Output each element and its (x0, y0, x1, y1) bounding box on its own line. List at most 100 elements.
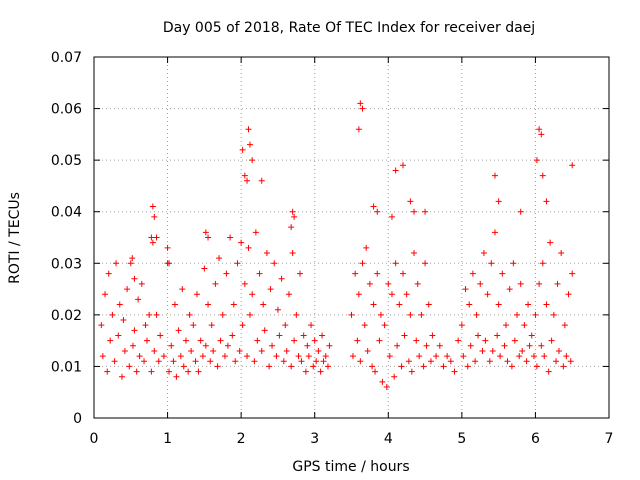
data-point (157, 332, 164, 339)
data-point (319, 332, 326, 339)
data-point (118, 373, 125, 380)
data-point (567, 358, 574, 365)
data-point (124, 286, 131, 293)
data-point (305, 353, 312, 360)
data-point (480, 249, 487, 256)
data-point (173, 373, 180, 380)
data-point (185, 368, 192, 375)
data-point (166, 368, 173, 375)
data-point (229, 332, 236, 339)
data-point (224, 342, 231, 349)
data-point (273, 353, 280, 360)
data-point (131, 327, 138, 334)
data-point (271, 260, 278, 267)
data-point (370, 301, 377, 308)
data-point (251, 358, 258, 365)
data-point (310, 363, 317, 370)
data-point (197, 337, 204, 344)
data-point (102, 291, 109, 298)
data-point (244, 177, 251, 184)
data-point (263, 249, 270, 256)
y-tick-label: 0.06 (51, 102, 82, 118)
data-point (366, 280, 373, 287)
data-point (472, 358, 479, 365)
data-point (536, 126, 543, 133)
data-point (216, 255, 223, 262)
data-point (372, 368, 379, 375)
data-point (177, 353, 184, 360)
x-tick-label: 0 (90, 431, 99, 447)
data-point (180, 363, 187, 370)
data-point (164, 244, 171, 251)
plot-frame (93, 56, 610, 419)
data-point (219, 311, 226, 318)
y-tick-label: 0.04 (51, 205, 82, 221)
data-point (256, 270, 263, 277)
data-point (484, 291, 491, 298)
data-point (151, 213, 158, 220)
data-point (560, 363, 567, 370)
y-tick-label: 0.03 (51, 256, 82, 272)
data-point (261, 327, 268, 334)
data-point (116, 301, 123, 308)
data-point (258, 347, 265, 354)
data-point (363, 244, 370, 251)
data-point (388, 291, 395, 298)
data-point (361, 322, 368, 329)
data-point (188, 347, 195, 354)
data-point (104, 368, 111, 375)
data-point (473, 311, 480, 318)
data-point (381, 322, 388, 329)
x-tick-label: 1 (163, 431, 172, 447)
data-point (411, 249, 418, 256)
data-point (135, 296, 142, 303)
data-point (385, 280, 392, 287)
data-point (403, 291, 410, 298)
data-point (447, 358, 454, 365)
data-point (499, 270, 506, 277)
axis-ticks (93, 56, 610, 419)
x-tick-label: 7 (605, 431, 614, 447)
data-point (525, 301, 532, 308)
data-point (217, 337, 224, 344)
data-point (131, 275, 138, 282)
data-point (205, 234, 212, 241)
data-point (357, 100, 364, 107)
data-point (199, 353, 206, 360)
data-point (195, 368, 202, 375)
data-point (440, 363, 447, 370)
data-point (267, 286, 274, 293)
data-point (246, 311, 253, 318)
data-point (232, 358, 239, 365)
data-point (127, 260, 134, 267)
data-point (433, 353, 440, 360)
data-point (394, 342, 401, 349)
data-point (289, 208, 296, 215)
data-point (516, 353, 523, 360)
data-point (569, 162, 576, 169)
data-point (221, 353, 228, 360)
data-point (503, 322, 509, 329)
data-point (207, 358, 214, 365)
data-point (230, 301, 237, 308)
data-point (99, 353, 106, 360)
data-point (212, 280, 219, 287)
data-point (129, 255, 136, 262)
data-point (141, 358, 148, 365)
data-point (489, 347, 496, 354)
data-point (98, 322, 105, 329)
data-point (357, 358, 364, 365)
data-point (280, 358, 287, 365)
data-point (194, 291, 200, 298)
data-point (423, 342, 430, 349)
data-point (539, 260, 546, 267)
data-point (121, 347, 128, 354)
data-point (554, 280, 561, 287)
data-point (467, 342, 474, 349)
data-point (416, 353, 423, 360)
chart-title: Day 005 of 2018, Rate Of TEC Index for r… (163, 20, 535, 36)
data-point (283, 347, 290, 354)
data-point (202, 229, 209, 236)
data-point (517, 208, 524, 215)
data-point (479, 347, 486, 354)
